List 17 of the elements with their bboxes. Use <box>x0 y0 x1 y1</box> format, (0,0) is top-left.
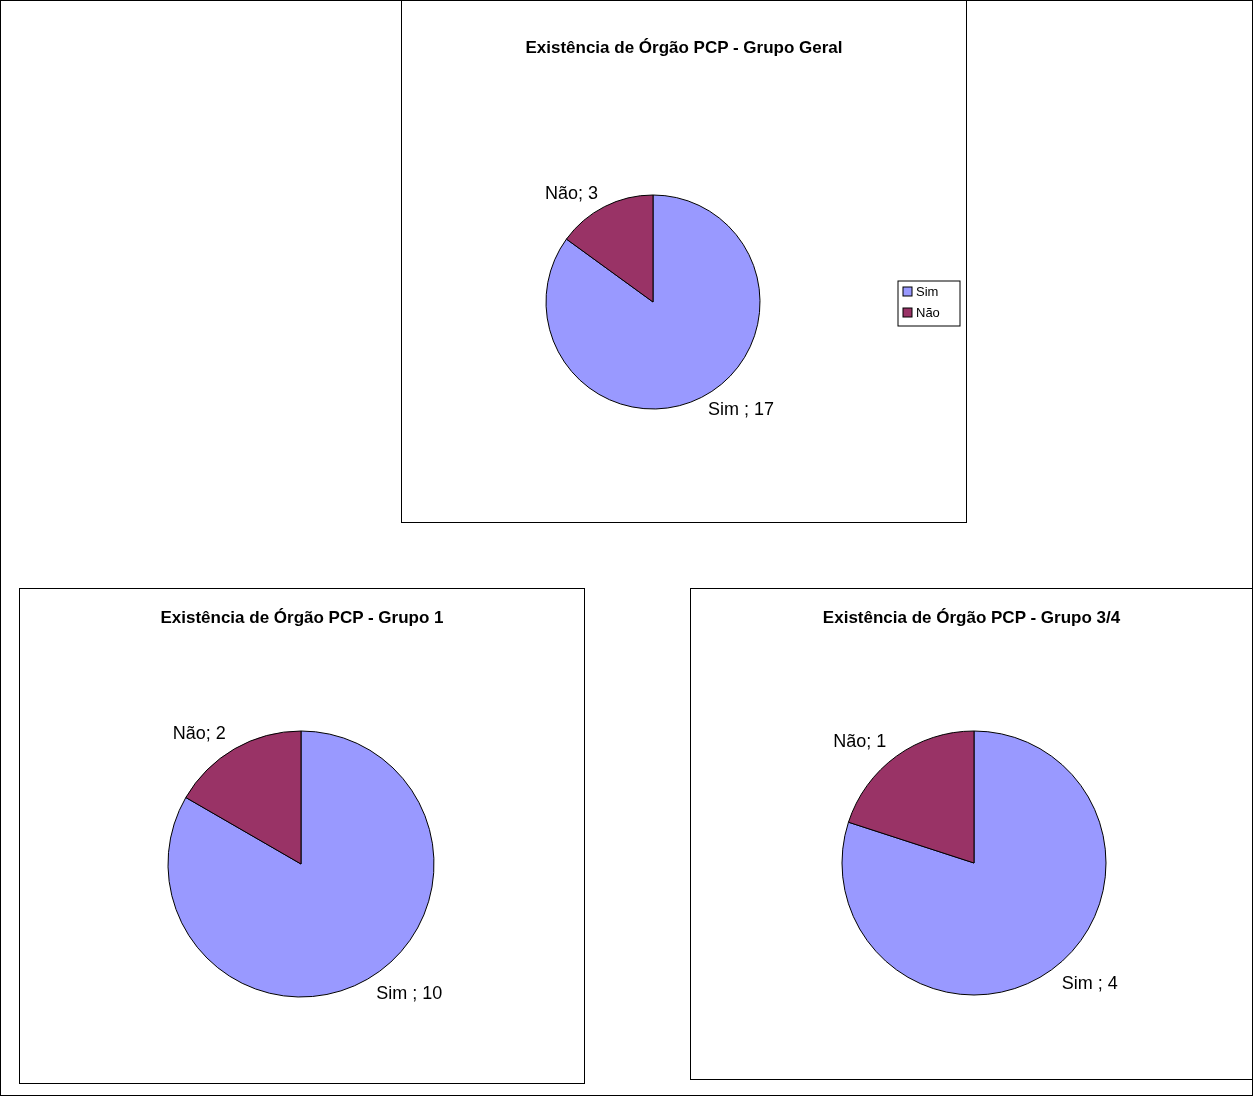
slice-label: Não <box>172 722 206 743</box>
data-label: ; 1 <box>866 731 887 752</box>
data-label: ; 4 <box>1092 972 1118 993</box>
data-label: ; 3 <box>578 183 599 204</box>
slice-label: Sim <box>707 398 739 419</box>
chart-title: Existência de Órgão PCP - Grupo 3/4 <box>822 608 1121 627</box>
data-label: ; 17 <box>738 398 774 419</box>
slice-label: Sim <box>376 983 408 1004</box>
slice-label: Não <box>833 731 867 752</box>
slice-label: Não <box>545 183 579 204</box>
legend-label: Sim <box>916 284 939 299</box>
data-label: ; 10 <box>407 983 443 1004</box>
legend-label: Não <box>916 305 940 320</box>
chart-title: Existência de Órgão PCP - Grupo 1 <box>160 608 444 627</box>
chart-title: Existência de Órgão PCP - Grupo Geral <box>525 38 843 57</box>
data-label: ; 2 <box>205 722 226 743</box>
slice-label: Sim <box>1061 972 1093 993</box>
